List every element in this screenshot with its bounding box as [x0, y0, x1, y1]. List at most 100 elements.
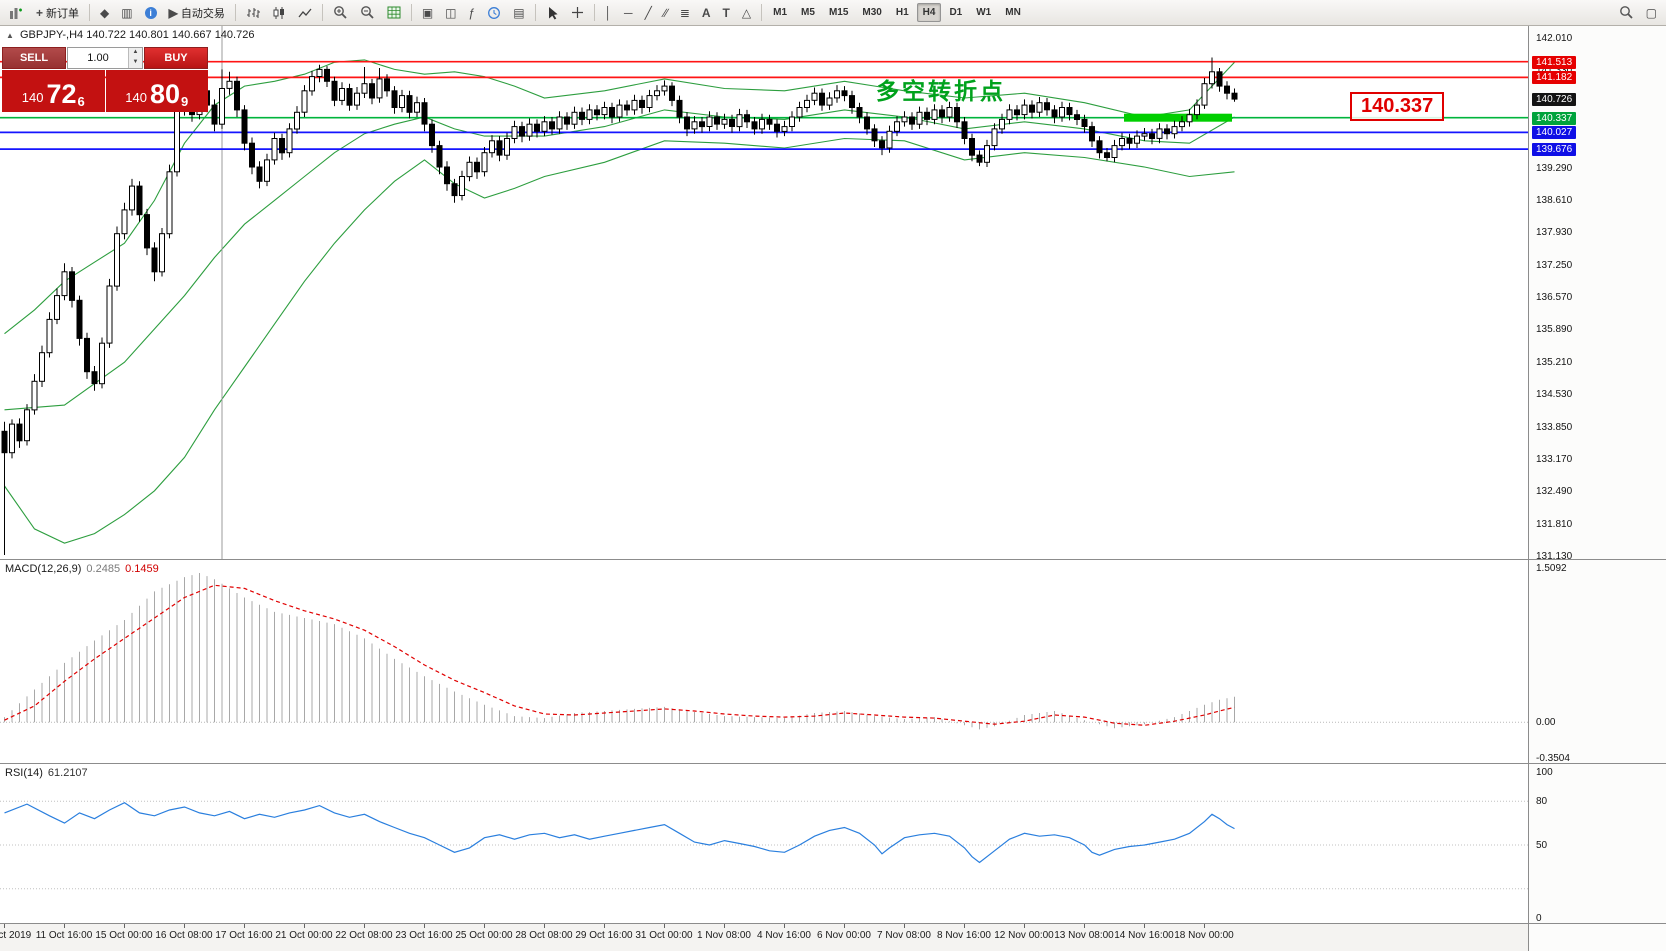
timeframe-mn-button[interactable]: MN [999, 3, 1027, 22]
new-chart-button[interactable] [4, 2, 29, 23]
timeframe-h4-button[interactable]: H4 [916, 3, 942, 22]
candle-body [309, 76, 315, 92]
shapes-tool-button[interactable]: △ [737, 2, 756, 23]
tile-windows-button[interactable]: ▣ [417, 2, 438, 23]
one-click-trading-panel: SELL 1.00 ▲ ▼ BUY 140 72 6 140 80 9 [2, 47, 208, 112]
candle-body [1089, 126, 1095, 142]
candle-body [339, 88, 345, 101]
snapshot-button[interactable]: ▤ [508, 2, 529, 23]
rsi-header: RSI(14) 61.2107 [5, 767, 88, 779]
candle-body [751, 121, 758, 130]
label-tool-button[interactable]: T [718, 2, 735, 23]
timeframe-m15-button[interactable]: M15 [823, 3, 854, 22]
macd-indicator-panel[interactable]: MACD(12,26,9) 0.2485 0.1459 [0, 560, 1528, 764]
vertical-line-tool-button[interactable]: │ [600, 2, 618, 23]
chart-annotation-text[interactable]: 多空转折点 [876, 78, 1006, 104]
candle-body [1186, 114, 1193, 123]
sell-price-pipette: 6 [77, 94, 85, 109]
candle-body [459, 176, 465, 196]
autotrading-button[interactable]: ▶ 自动交易 [164, 2, 230, 23]
candle-body [549, 121, 555, 130]
autotrading-label: 自动交易 [180, 7, 225, 20]
scale-tick-label: 137.930 [1536, 227, 1573, 238]
line-chart-button[interactable] [293, 2, 317, 23]
lot-value: 1.00 [87, 52, 109, 64]
timeframe-d1-button[interactable]: D1 [943, 3, 968, 22]
green-highlight-bar[interactable] [1124, 113, 1232, 122]
bar-chart-button[interactable] [241, 2, 265, 23]
cascade-windows-button[interactable]: ◫ [440, 2, 461, 23]
candle-body [1156, 128, 1163, 139]
cursor-tool-button[interactable] [541, 2, 564, 23]
timeframe-w1-button[interactable]: W1 [970, 3, 997, 22]
zoom-in-button[interactable] [328, 2, 353, 23]
time-axis-tick [784, 924, 785, 928]
time-axis-tick [904, 924, 905, 928]
candle-body [99, 342, 105, 385]
timeframe-m1-button[interactable]: M1 [767, 3, 793, 22]
new-order-button[interactable]: + 新订单 [31, 2, 84, 23]
buy-price-display[interactable]: 140 80 9 [105, 70, 208, 112]
horizontal-line-tool-button[interactable]: ─ [619, 2, 638, 23]
lot-spinner[interactable]: ▲ ▼ [128, 48, 142, 68]
period-clock-button[interactable] [482, 2, 506, 23]
candle-body [931, 109, 938, 120]
bollinger-upper-band [4, 59, 1235, 335]
channel-tool-button[interactable]: ∕∕ [659, 2, 673, 23]
timeframe-m5-button[interactable]: M5 [795, 3, 821, 22]
sell-button[interactable]: SELL [2, 47, 66, 69]
text-tool-button[interactable]: A [697, 2, 716, 23]
clock-icon [488, 6, 501, 19]
time-axis-label: 17 Oct 16:00 [215, 930, 273, 941]
rsi-indicator-panel[interactable]: RSI(14) 61.2107 [0, 764, 1528, 924]
scale-tick-label: 132.490 [1536, 486, 1573, 497]
candle-body [24, 409, 30, 442]
candle-body [706, 116, 713, 127]
panel-separator[interactable] [0, 559, 1666, 560]
sell-price-big: 72 [46, 79, 77, 109]
timeframe-h1-button[interactable]: H1 [890, 3, 915, 22]
buy-button[interactable]: BUY [144, 47, 208, 69]
candle-body [924, 111, 930, 120]
candle-chart-button[interactable] [267, 2, 291, 23]
candle-body [616, 104, 623, 118]
panel-separator[interactable] [0, 763, 1666, 764]
main-toolbar: + 新订单 ◆ ▥ i ▶ 自动交易 [0, 0, 1666, 26]
zoom-out-icon [360, 6, 374, 19]
fibonacci-tool-button[interactable]: ≣ [675, 2, 695, 23]
candle-body [856, 107, 863, 118]
candle-body [1044, 102, 1050, 111]
timeframe-m30-button[interactable]: M30 [856, 3, 887, 22]
spin-up-icon[interactable]: ▲ [129, 48, 142, 58]
market-watch-grid-button[interactable] [382, 2, 406, 23]
candle-body [736, 114, 743, 128]
spin-down-icon[interactable]: ▼ [129, 58, 142, 68]
candle-body [129, 185, 135, 211]
time-axis-tick [4, 924, 5, 928]
crosshair-tool-button[interactable] [566, 2, 589, 23]
lot-size-input[interactable]: 1.00 ▲ ▼ [67, 47, 143, 69]
price-level-textbox[interactable]: 140.337 [1350, 92, 1445, 121]
candle-body [234, 80, 240, 111]
favorites-button[interactable]: ◆ [95, 2, 114, 23]
macd-canvas [0, 573, 1528, 730]
price-scale[interactable]: 142.010 141.330 139.290 138.610 137.930 137.2… [1528, 26, 1666, 951]
zoom-out-button[interactable] [355, 2, 380, 23]
candle-body [961, 121, 968, 140]
zoom-in-icon [333, 6, 347, 19]
search-button[interactable] [1614, 2, 1639, 23]
info-button[interactable]: i [140, 2, 162, 23]
price-chart-panel[interactable]: ▲ GBPJPY-,H4 140.722 140.801 140.667 140… [0, 26, 1528, 560]
candle-body [946, 107, 953, 118]
candle-body [901, 116, 908, 123]
time-axis-tick [124, 924, 125, 928]
expand-window-button[interactable]: ▢ [1641, 2, 1662, 23]
profiles-button[interactable]: ▥ [116, 2, 137, 23]
candle-body [864, 116, 870, 130]
trendline-tool-button[interactable]: ╱ [640, 2, 657, 23]
text-icon: A [701, 5, 711, 20]
candle-body [894, 121, 900, 132]
sell-price-display[interactable]: 140 72 6 [2, 70, 105, 112]
add-indicator-button[interactable]: ƒ [464, 2, 481, 23]
